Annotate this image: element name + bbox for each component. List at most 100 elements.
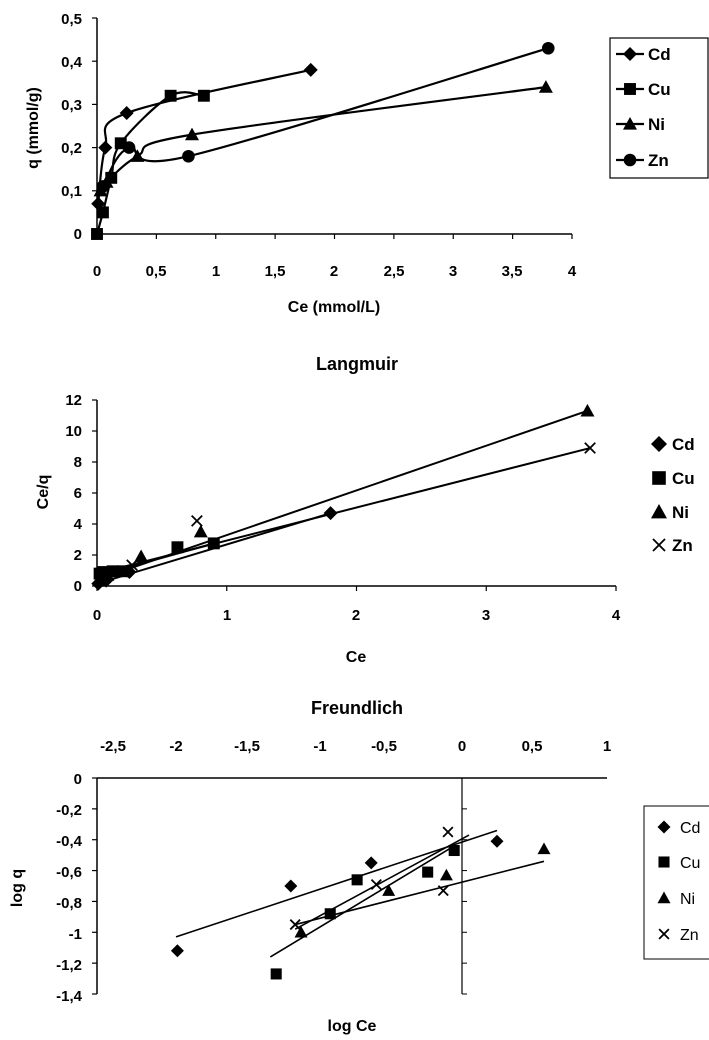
legend-marker-cd	[651, 436, 667, 452]
freundlich-legend: Cd Cu Ni Zn	[643, 805, 709, 960]
legend-label-cd: Cd	[672, 435, 695, 454]
x-tick-label: 4	[612, 607, 621, 624]
x-tick-label: -0,5	[371, 738, 397, 755]
x-tick-label: 3	[482, 607, 490, 624]
y-tick-label: -1,2	[56, 957, 82, 974]
data-point-cu	[114, 137, 127, 150]
x-axis-title: Ce (mmol/L)	[288, 299, 380, 316]
langmuir-title: Langmuir	[316, 354, 398, 374]
data-point-zn	[191, 515, 203, 527]
freundlich-x-ticks: -2,5 -2 -1,5 -1 -0,5 0 0,5 1	[100, 738, 611, 755]
y-tick-label: 0	[74, 226, 82, 243]
isotherm-plot-area	[91, 17, 573, 240]
data-point-cd	[170, 944, 184, 958]
isotherm-x-ticks: 0 0,5 1 1,5 2 2,5 3 3,5 4	[93, 263, 577, 280]
y-tick-label: 4	[74, 516, 83, 533]
data-point-zn	[370, 878, 382, 890]
legend-marker-ni	[651, 504, 667, 519]
trendline-zn	[294, 834, 470, 930]
data-point-cu	[97, 566, 110, 578]
data-point-ni	[439, 868, 453, 881]
x-tick-label: 1	[603, 738, 611, 755]
legend-marker-ni	[657, 891, 671, 904]
legend-label-zn: Zn	[648, 151, 669, 170]
data-point-cu	[351, 874, 363, 886]
data-point-zn	[97, 573, 110, 585]
data-point-cd	[323, 506, 338, 521]
legend-label-cd: Cd	[648, 45, 671, 64]
data-point-ni	[538, 80, 553, 93]
isotherm-chart: 0 0,5 1 1,5 2 2,5 3 3,5 4 0 0,1 0,2 0,3 …	[25, 11, 709, 316]
data-point-cu	[448, 844, 460, 857]
langmuir-x-ticks: 0 1 2 3 4	[93, 607, 621, 624]
x-tick-label: 2	[352, 607, 360, 624]
x-axis-title: Ce	[346, 649, 367, 666]
legend-marker-cu	[658, 856, 670, 868]
data-point-ni	[185, 127, 199, 141]
legend-marker-zn	[623, 153, 637, 167]
x-tick-label: 2	[330, 263, 338, 280]
x-tick-label: 1,5	[265, 263, 286, 280]
legend-label-cu: Cu	[648, 80, 671, 99]
x-tick-label: 0	[458, 738, 466, 755]
legend-box	[609, 37, 709, 179]
x-tick-label: 2,5	[384, 263, 405, 280]
x-tick-label: 1	[212, 263, 220, 280]
legend-marker-zn	[658, 928, 670, 940]
x-tick-label: 4	[568, 263, 577, 280]
x-tick-label: 0,5	[522, 738, 543, 755]
y-tick-label: 0,1	[61, 183, 82, 200]
y-tick-label: 2	[74, 547, 82, 564]
x-tick-label: 3	[449, 263, 457, 280]
freundlich-title: Freundlich	[311, 698, 403, 718]
y-tick-label: -0,6	[56, 864, 82, 881]
x-tick-label: 0	[93, 607, 101, 624]
data-point-cd	[98, 140, 113, 155]
legend-marker-cd	[657, 820, 671, 834]
y-tick-label: 6	[74, 485, 82, 502]
y-axis-title: q (mmol/g)	[25, 87, 42, 169]
legend-markers	[657, 820, 671, 940]
isotherm-y-ticks: 0 0,1 0,2 0,3 0,4 0,5	[61, 11, 83, 243]
data-point-cu	[164, 89, 177, 102]
trendline-ni	[294, 860, 545, 926]
data-point-ni	[294, 925, 308, 938]
trendline-cu	[269, 845, 455, 958]
x-tick-label: 0	[93, 263, 101, 280]
data-point-ni	[537, 842, 551, 855]
data-point-cu	[270, 968, 282, 980]
langmuir-legend: Cd Cu Ni Zn	[651, 435, 695, 555]
data-point-ni	[193, 524, 208, 538]
y-axis-title: Ce/q	[35, 475, 52, 510]
data-point-cu	[91, 228, 103, 240]
legend-markers	[651, 436, 667, 552]
data-point-ni	[382, 884, 396, 896]
legend-label-zn: Zn	[680, 927, 699, 944]
y-tick-label: -0,8	[56, 895, 82, 912]
y-tick-label: 10	[65, 423, 82, 440]
data-point-zn	[122, 141, 136, 154]
y-tick-label: 0,5	[61, 11, 82, 28]
y-tick-label: 0	[74, 578, 82, 595]
legend-marker-cu	[624, 83, 636, 95]
x-tick-label: -1,5	[234, 738, 260, 755]
langmuir-chart: Langmuir 0 1 2 3 4 0 2 4 6 8 10 12 Ce Ce…	[35, 354, 695, 666]
legend-label-cu: Cu	[680, 855, 700, 872]
legend-label-cu: Cu	[672, 469, 695, 488]
data-point-cu	[106, 565, 119, 578]
data-point-zn	[584, 442, 596, 454]
legend-marker-ni	[623, 117, 637, 130]
data-point-zn	[289, 919, 301, 931]
data-point-cu	[117, 565, 129, 578]
data-point-cu	[324, 908, 336, 920]
isotherm-legend: Cd Cu Ni Zn	[609, 37, 709, 179]
data-point-cd	[303, 62, 318, 77]
data-point-cd	[119, 106, 134, 121]
data-point-cu	[207, 537, 220, 550]
data-point-ni	[134, 549, 149, 563]
x-tick-label: -2	[169, 738, 182, 755]
x-tick-label: 0,5	[146, 263, 167, 280]
data-point-zn	[437, 885, 449, 897]
y-tick-label: 0,4	[61, 54, 83, 71]
